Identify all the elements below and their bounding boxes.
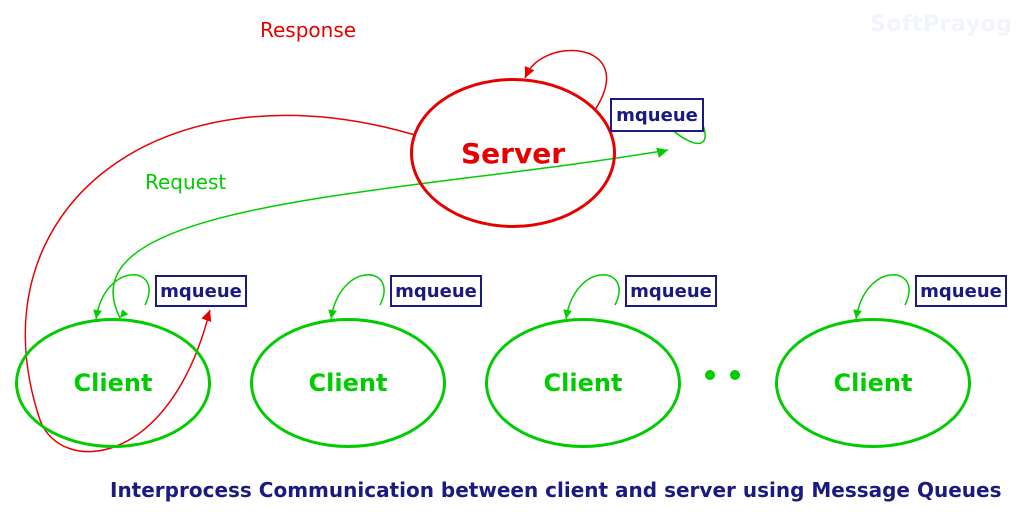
server-mqueue-label: mqueue (616, 105, 698, 126)
client-label: Client (74, 369, 153, 397)
watermark: SoftPrayog (870, 12, 1012, 37)
client-mqueue-box: mqueue (625, 275, 717, 307)
client-mqueue-box: mqueue (390, 275, 482, 307)
client-node: Client (775, 318, 971, 448)
ellipsis-dot (705, 370, 715, 380)
client-node: Client (250, 318, 446, 448)
ellipsis-dot (730, 370, 740, 380)
client-label: Client (544, 369, 623, 397)
client-mqueue-box: mqueue (155, 275, 247, 307)
response-label: Response (260, 18, 356, 42)
client-mqueue-label: mqueue (160, 281, 242, 302)
diagram-caption: Interprocess Communication between clien… (110, 478, 1001, 502)
client-node: Client (15, 318, 211, 448)
client-mqueue-label: mqueue (395, 281, 477, 302)
request-label: Request (145, 170, 226, 194)
client-mqueue-box: mqueue (915, 275, 1007, 307)
client-mqueue-label: mqueue (630, 281, 712, 302)
server-node: Server (410, 78, 616, 228)
client-node: Client (485, 318, 681, 448)
client-label: Client (309, 369, 388, 397)
client-mqueue-label: mqueue (920, 281, 1002, 302)
client-label: Client (834, 369, 913, 397)
server-mqueue-box: mqueue (610, 98, 704, 132)
server-label: Server (461, 137, 565, 170)
